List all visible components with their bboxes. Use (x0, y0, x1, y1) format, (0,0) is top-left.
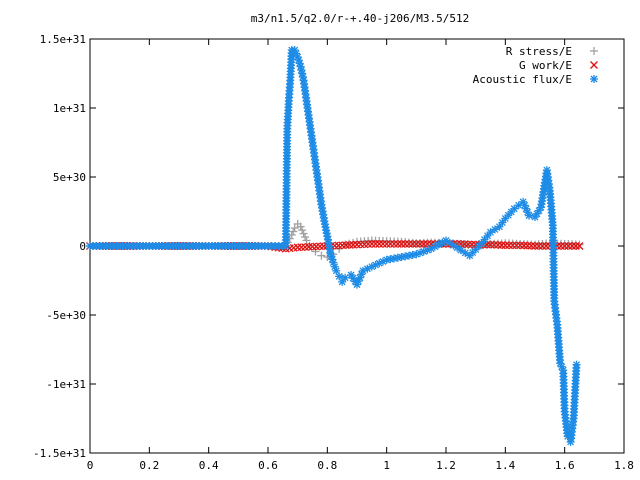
data-point (534, 242, 543, 250)
data-point (461, 248, 470, 257)
data-point (542, 242, 551, 250)
data-point (486, 228, 495, 237)
data-point (564, 242, 573, 250)
series-star (86, 46, 581, 446)
data-point (338, 277, 347, 286)
data-point (419, 239, 428, 248)
data-point (367, 239, 376, 248)
data-point (571, 242, 580, 250)
x-tick-label: 1.4 (495, 459, 515, 472)
legend-marker (590, 47, 598, 55)
data-point (293, 243, 302, 252)
x-tick-label: 0.8 (317, 459, 337, 472)
data-point (404, 239, 413, 248)
data-point (490, 225, 499, 234)
x-tick-label: 1 (383, 459, 390, 472)
data-point (498, 218, 507, 227)
axes: 0 0.2 0.4 0.6 0.8 1 1.2 1.4 1.6 1.8 1.5e+31 1e+31 5e… (33, 33, 634, 472)
data-point (397, 239, 406, 248)
y-tick-label: -1e+31 (46, 378, 86, 391)
data-point (390, 239, 399, 248)
data-point (560, 242, 569, 250)
data-point (301, 233, 310, 242)
data-point (575, 242, 584, 250)
x-tick-label: 0.2 (139, 459, 159, 472)
data-point (296, 222, 305, 231)
data-point (287, 230, 296, 239)
x-tick-label: 0.6 (258, 459, 278, 472)
x-tick-label: 1.2 (436, 459, 456, 472)
data-point (299, 229, 308, 238)
data-point (289, 227, 298, 236)
data-point (315, 242, 324, 251)
data-point (341, 273, 350, 282)
data-point (501, 241, 510, 250)
legend-label: Acoustic flux/E (473, 73, 572, 86)
data-point (393, 239, 402, 248)
y-tick-label: 5e+30 (53, 171, 86, 184)
data-point (298, 226, 307, 235)
data-point (317, 251, 326, 260)
legend-label: R stress/E (506, 45, 572, 58)
y-tick-label: 1.5e+31 (40, 33, 86, 46)
chart-title: m3/n1.5/q2.0/r-+.40-j206/M3.5/512 (251, 12, 470, 25)
data-point (332, 266, 341, 275)
data-point (568, 242, 577, 250)
data-point (297, 243, 306, 252)
data-point (538, 242, 547, 250)
data-point (556, 242, 565, 250)
y-tick-label: 0 (79, 240, 86, 253)
data-point (290, 224, 299, 233)
x-tick-label: 0 (87, 459, 94, 472)
data-point (301, 243, 310, 251)
data-point (382, 239, 391, 248)
data-point (378, 239, 387, 248)
data-point (312, 242, 321, 251)
data-point (508, 241, 517, 250)
data-point (456, 246, 465, 255)
legend-label: G work/E (519, 59, 572, 72)
data-point (375, 239, 384, 248)
legend-marker (590, 75, 598, 83)
data-point (304, 242, 313, 251)
data-point (525, 211, 534, 220)
data-point (531, 242, 539, 250)
y-tick-label: 1e+31 (53, 102, 86, 115)
y-tick-label: -5e+30 (46, 309, 86, 322)
data-point (412, 239, 421, 248)
series-plus (86, 219, 584, 262)
data-point (512, 241, 521, 250)
data-point (510, 204, 519, 213)
data-point (354, 277, 363, 286)
data-point (401, 239, 410, 248)
y-tick-label: -1.5e+31 (33, 447, 86, 460)
data-marks (86, 46, 584, 446)
data-point (520, 201, 529, 210)
data-point (334, 241, 343, 250)
legend-marker (590, 61, 598, 69)
data-point (408, 239, 417, 248)
x-tick-label: 1.8 (614, 459, 634, 472)
data-point (495, 222, 504, 231)
data-point (423, 239, 432, 248)
data-point (416, 239, 425, 248)
data-point (572, 360, 581, 369)
x-tick-label: 0.4 (199, 459, 219, 472)
data-point (505, 241, 514, 250)
x-tick-label: 1.6 (555, 459, 575, 472)
data-point (302, 236, 311, 245)
data-point (371, 239, 380, 248)
data-point (386, 239, 395, 248)
